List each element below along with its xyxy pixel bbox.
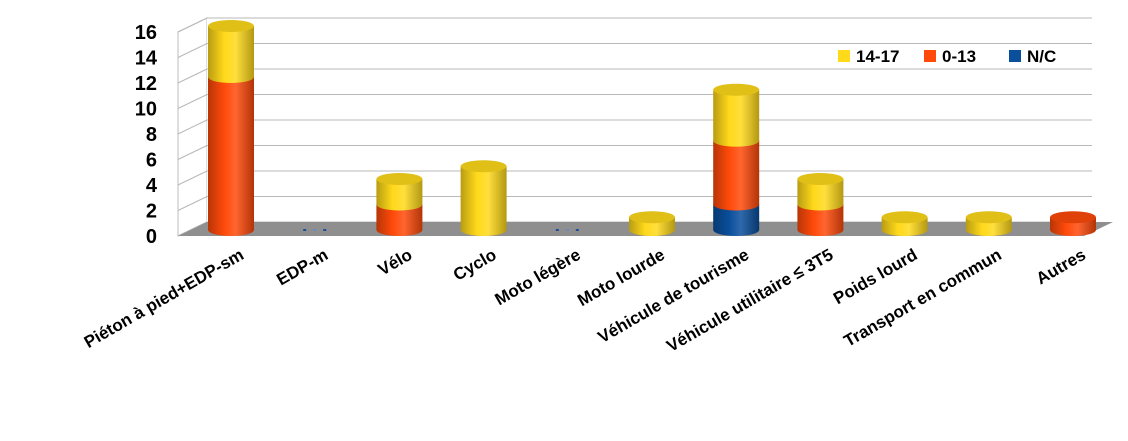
- gridline-side: [177, 68, 208, 84]
- bar-14-17-body: [208, 26, 254, 83]
- gridline-side: [177, 17, 208, 33]
- legend-label: 0-13: [942, 47, 976, 66]
- bar-14-17: [713, 83, 760, 147]
- bar-0-13-body: [713, 140, 760, 211]
- y-tick-label: 0: [146, 226, 157, 248]
- bar-14-17-top: [629, 211, 675, 224]
- bar-14-17-top: [713, 83, 760, 96]
- x-tick-label: EDP-m: [273, 245, 331, 289]
- x-tick-label: Cyclo: [450, 245, 500, 285]
- bar-14-17: [629, 211, 675, 236]
- x-tick-label: Vélo: [375, 245, 416, 279]
- bar-0-13: [1050, 211, 1096, 236]
- x-tick-label: Autres: [1033, 245, 1089, 288]
- legend-swatch: [1009, 50, 1021, 62]
- y-tick-label: 8: [146, 124, 157, 146]
- gridline-side: [177, 196, 208, 211]
- legend-label: N/C: [1027, 47, 1056, 66]
- gridline-side: [177, 94, 208, 109]
- bar-14-17-top: [797, 173, 844, 185]
- bar-14-17-body: [713, 89, 760, 147]
- y-tick-label: 4: [146, 175, 158, 197]
- y-tick-label: 6: [146, 150, 157, 172]
- y-tick-label: 2: [146, 201, 157, 223]
- y-tick-label: 16: [135, 22, 157, 44]
- y-tick-label: 14: [135, 48, 158, 70]
- x-tick-label: Véhicule de tourisme: [595, 245, 753, 347]
- bar-14-17-top: [881, 211, 928, 224]
- gridline-side: [177, 119, 208, 135]
- bar-14-17-body: [797, 179, 844, 211]
- bar-14-17: [797, 173, 844, 211]
- bar-14-17-top: [376, 173, 423, 185]
- legend-swatch: [924, 50, 936, 62]
- x-tick-label: Moto légère: [492, 245, 584, 309]
- gridline-side: [177, 170, 208, 186]
- bar-14-17-body: [376, 179, 423, 211]
- y-tick-label: 12: [135, 73, 157, 95]
- bar-0-13-body: [797, 204, 844, 237]
- bar-14-17: [376, 173, 423, 211]
- bar-0-13-body: [208, 77, 254, 236]
- x-tick-label: Transport en commun: [841, 245, 1005, 351]
- legend-item: 0-13: [924, 47, 976, 66]
- y-tick-label: 10: [135, 99, 157, 121]
- bar-14-17: [208, 20, 254, 83]
- bar-14-17: [881, 211, 928, 237]
- bar-0-13: [208, 71, 254, 236]
- zero-bar-marker: [303, 229, 327, 231]
- gridline-side: [177, 145, 208, 160]
- y-axis-ticks: 0 2 4 6 8 10 12 14 16: [135, 22, 158, 248]
- bar-14-17-top: [965, 211, 1012, 224]
- gridline-side: [177, 43, 208, 58]
- bar-14-17-body: [460, 166, 507, 237]
- legend: 14-17 0-13 N/C: [838, 47, 1056, 66]
- legend-item: N/C: [1009, 47, 1056, 66]
- bar-14-17-top: [460, 160, 507, 173]
- bar-14-17-top: [208, 20, 254, 32]
- gridlines: [177, 17, 1092, 237]
- zero-bar-marker: [555, 229, 579, 231]
- bars: [208, 20, 1096, 237]
- legend-item: 14-17: [838, 47, 899, 66]
- x-tick-label: Piéton à pied+EDP-sm: [81, 245, 247, 352]
- bar-0-13-top: [1050, 211, 1096, 224]
- legend-label: 14-17: [856, 47, 899, 66]
- legend-swatch: [838, 50, 850, 62]
- bar-n-c-body: [713, 204, 760, 237]
- bar-0-13-body: [376, 204, 423, 237]
- bar-14-17: [460, 160, 507, 237]
- bar-14-17: [965, 211, 1012, 237]
